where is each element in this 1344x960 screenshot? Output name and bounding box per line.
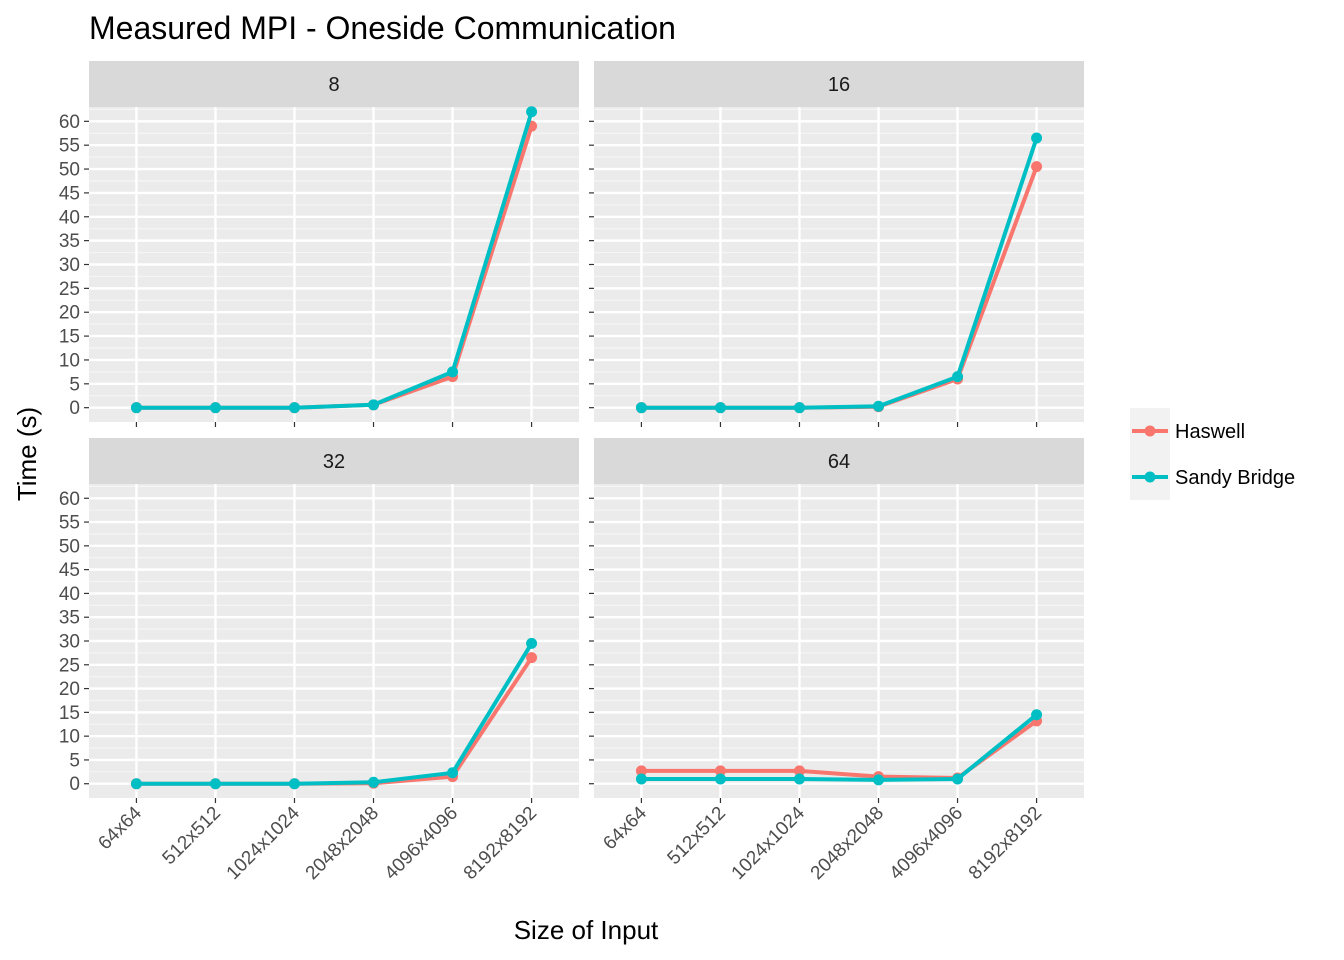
series-sandy-bridge bbox=[130, 106, 538, 414]
facet-strip-label: 16 bbox=[828, 74, 850, 96]
x-tick-label: 4096x4096 bbox=[381, 803, 462, 884]
legend-label: Sandy Bridge bbox=[1175, 467, 1295, 489]
x-tick-label: 512x512 bbox=[159, 803, 225, 869]
data-point bbox=[368, 399, 380, 411]
data-point bbox=[635, 773, 647, 785]
x-tick-label: 4096x4096 bbox=[886, 803, 967, 884]
y-tick-label: 15 bbox=[59, 327, 80, 348]
data-point bbox=[130, 778, 142, 790]
x-axis-title: Size of Input bbox=[514, 915, 659, 945]
y-tick-label: 10 bbox=[59, 350, 80, 371]
facet-strip bbox=[89, 438, 579, 484]
x-tick-label: 1024x1024 bbox=[223, 802, 305, 884]
x-tick-label: 2048x2048 bbox=[807, 803, 888, 884]
data-point bbox=[635, 765, 647, 777]
data-point bbox=[368, 776, 380, 788]
legend-key-point bbox=[1144, 425, 1156, 437]
y-tick-label: 30 bbox=[59, 255, 80, 276]
data-point bbox=[209, 402, 221, 414]
y-tick-label: 15 bbox=[59, 703, 80, 724]
y-tick-label: 60 bbox=[59, 112, 80, 133]
y-tick-label: 10 bbox=[59, 727, 80, 748]
data-point bbox=[952, 773, 964, 785]
facet-strip-label: 32 bbox=[323, 451, 345, 473]
data-point bbox=[714, 773, 726, 785]
data-point bbox=[635, 402, 647, 414]
y-tick-label: 35 bbox=[59, 231, 80, 252]
y-tick-label: 50 bbox=[59, 536, 80, 557]
data-point bbox=[288, 778, 300, 790]
data-point bbox=[447, 767, 459, 779]
y-tick-label: 5 bbox=[69, 374, 80, 395]
data-point bbox=[793, 773, 805, 785]
series-sandy-bridge bbox=[130, 637, 538, 790]
data-point bbox=[873, 774, 885, 786]
y-axis-title: Time (s) bbox=[12, 407, 42, 501]
y-tick-label: 30 bbox=[59, 632, 80, 653]
y-tick-label: 50 bbox=[59, 160, 80, 181]
y-tick-label: 55 bbox=[59, 136, 80, 157]
y-tick-label: 40 bbox=[59, 207, 80, 228]
data-point bbox=[952, 371, 964, 383]
x-tick-label: 2048x2048 bbox=[302, 803, 383, 884]
data-point bbox=[288, 402, 300, 414]
data-point bbox=[873, 400, 885, 412]
series-line bbox=[134, 109, 534, 410]
data-point bbox=[1031, 709, 1043, 721]
data-point bbox=[130, 402, 142, 414]
legend-item-sandy-bridge: Sandy Bridge bbox=[1130, 454, 1295, 500]
x-tick-label: 64x64 bbox=[599, 802, 651, 854]
series-line bbox=[639, 712, 1039, 782]
data-point bbox=[714, 765, 726, 777]
y-tick-label: 40 bbox=[59, 584, 80, 605]
y-tick-label: 55 bbox=[59, 513, 80, 534]
series-line bbox=[639, 136, 1039, 410]
data-point bbox=[793, 765, 805, 777]
y-tick-label: 35 bbox=[59, 608, 80, 629]
data-point bbox=[447, 366, 459, 378]
data-point bbox=[1031, 161, 1043, 173]
facet-strip-label: 64 bbox=[828, 451, 850, 473]
facet-panel-16: 16 bbox=[589, 61, 1084, 427]
x-tick-label: 64x64 bbox=[94, 802, 146, 854]
facet-strip bbox=[594, 61, 1084, 107]
y-tick-label: 20 bbox=[59, 303, 80, 324]
series-sandy-bridge bbox=[635, 709, 1043, 786]
y-tick-label: 25 bbox=[59, 279, 80, 300]
y-tick-label: 45 bbox=[59, 183, 80, 204]
y-tick-label: 25 bbox=[59, 655, 80, 676]
y-tick-label: 60 bbox=[59, 489, 80, 510]
facet-panel-64: 64 64x64 512x5121024x10242048x20484096x409… bbox=[589, 438, 1084, 884]
data-point bbox=[526, 637, 538, 649]
data-point bbox=[1031, 132, 1043, 144]
y-tick-label: 0 bbox=[69, 774, 80, 795]
data-point bbox=[526, 652, 538, 664]
chart-title: Measured MPI - Oneside Communication bbox=[89, 10, 676, 46]
legend-item-haswell: Haswell bbox=[1130, 408, 1245, 454]
y-tick-label: 45 bbox=[59, 560, 80, 581]
x-tick-label: 1024x1024 bbox=[728, 802, 810, 884]
series-line bbox=[134, 641, 534, 786]
facet-strip-label: 8 bbox=[328, 74, 339, 96]
data-point bbox=[793, 402, 805, 414]
y-tick-label: 20 bbox=[59, 679, 80, 700]
y-tick-label: 0 bbox=[69, 398, 80, 419]
data-point bbox=[209, 778, 221, 790]
series-sandy-bridge bbox=[635, 132, 1043, 414]
legend: Haswell Sandy Bridge bbox=[1130, 408, 1295, 500]
facet-strip bbox=[89, 61, 579, 107]
x-tick-label: 8192x8192 bbox=[965, 803, 1046, 884]
facet-strip bbox=[594, 438, 1084, 484]
legend-label: Haswell bbox=[1175, 421, 1245, 443]
x-tick-label: 8192x8192 bbox=[460, 803, 541, 884]
data-point bbox=[526, 106, 538, 118]
data-point bbox=[714, 402, 726, 414]
y-tick-label: 5 bbox=[69, 750, 80, 771]
x-tick-label: 512x512 bbox=[664, 803, 730, 869]
legend-key-point bbox=[1144, 471, 1156, 483]
facet-panels: 8051015202530354045505560163205101520253… bbox=[59, 61, 1084, 884]
